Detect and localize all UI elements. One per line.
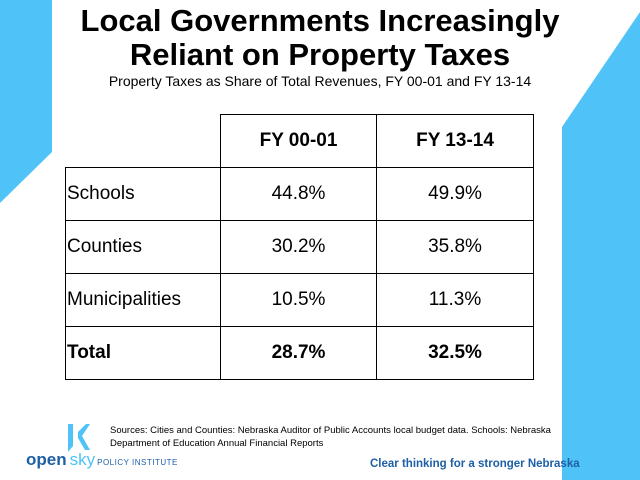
row-label-total: Total xyxy=(65,326,221,380)
right-accent-shape xyxy=(562,12,640,480)
page-subtitle: Property Taxes as Share of Total Revenue… xyxy=(108,73,532,89)
row-label-schools: Schools xyxy=(65,167,221,221)
cell-counties-fy-00-01: 30.2% xyxy=(220,220,377,274)
sky-logo-icon xyxy=(68,424,90,452)
table-row: Municipalities 10.5% 11.3% xyxy=(65,273,534,327)
tagline-part-2: for a stronger Nebraska xyxy=(449,458,580,470)
row-label-municipalities: Municipalities xyxy=(65,273,221,327)
cell-total-fy-13-14: 32.5% xyxy=(376,326,534,380)
table-row: Schools 44.8% 49.9% xyxy=(65,167,534,221)
cell-counties-fy-13-14: 35.8% xyxy=(376,220,534,274)
open-sky-logo: open sky POLICY INSTITUTE xyxy=(26,424,206,474)
table-header-row: FY 00-01 FY 13-14 xyxy=(65,114,534,168)
tagline-part-1: Clear thinking xyxy=(370,458,450,470)
tagline: Clear thinking for a stronger Nebraska xyxy=(370,458,580,470)
row-label-counties: Counties xyxy=(65,220,221,274)
logo-sky-text: sky xyxy=(69,450,96,469)
cell-municipalities-fy-00-01: 10.5% xyxy=(220,273,377,327)
page-title-line-1: Local Governments Increasingly xyxy=(80,3,560,38)
logo-open-text: open xyxy=(26,450,67,469)
cell-municipalities-fy-13-14: 11.3% xyxy=(376,273,534,327)
sources-note: Sources: Cities and Counties: Nebraska A… xyxy=(110,425,551,449)
column-header-fy-00-01: FY 00-01 xyxy=(220,114,377,168)
left-accent-shape xyxy=(0,0,52,203)
logo-policy-text: POLICY INSTITUTE xyxy=(97,458,178,467)
table-row-total: Total 28.7% 32.5% xyxy=(65,326,534,380)
table-row: Counties 30.2% 35.8% xyxy=(65,220,534,274)
page-title-line-2: Reliant on Property Taxes xyxy=(129,37,511,72)
table-corner-cell xyxy=(65,114,221,168)
logo-wordmark: open sky POLICY INSTITUTE xyxy=(26,450,178,470)
cell-schools-fy-13-14: 49.9% xyxy=(376,167,534,221)
cell-schools-fy-00-01: 44.8% xyxy=(220,167,377,221)
property-tax-table: FY 00-01 FY 13-14 Schools 44.8% 49.9% Co… xyxy=(65,114,534,380)
cell-total-fy-00-01: 28.7% xyxy=(220,326,377,380)
column-header-fy-13-14: FY 13-14 xyxy=(376,114,534,168)
